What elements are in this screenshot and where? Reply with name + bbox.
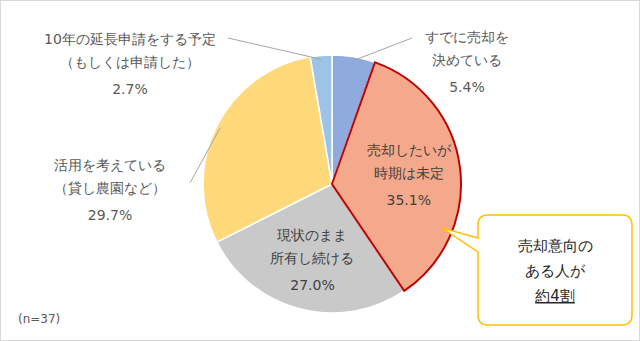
leader-line xyxy=(190,128,220,183)
leader-line xyxy=(228,38,321,59)
slice xyxy=(203,57,332,242)
pie xyxy=(203,55,461,313)
callout-box xyxy=(442,215,632,325)
data-label: 5.4% xyxy=(449,79,485,95)
data-label: 2.7% xyxy=(112,81,148,97)
data-label: 35.1% xyxy=(387,192,431,208)
labels: すでに売却を決めている 5.4% 売却したいが時期は未定 35.1% 現状のまま所有し続… xyxy=(44,29,509,293)
slice-label: すでに売却を決めている xyxy=(425,29,509,68)
data-label: 27.0% xyxy=(290,277,334,293)
slice-label: 10年の延長申請をする予定（もしくは申請した） xyxy=(44,31,216,70)
slice-label: 売却したいが時期は未定 xyxy=(367,142,452,181)
frame xyxy=(1,1,640,341)
leader-line xyxy=(353,38,412,61)
data-label: 29.7% xyxy=(88,207,132,223)
callout-text: 売却意向のある人が約4割 xyxy=(518,237,593,305)
slice-label: 活用を考えている（貸し農園など） xyxy=(54,157,166,196)
chart: すでに売却を決めている 5.4% 売却したいが時期は未定 35.1% 現状のまま所有し続… xyxy=(0,0,640,341)
slice-label: 現状のまま所有し続ける xyxy=(270,227,354,266)
sample-size: (n=37) xyxy=(18,312,60,326)
slice xyxy=(310,55,332,184)
